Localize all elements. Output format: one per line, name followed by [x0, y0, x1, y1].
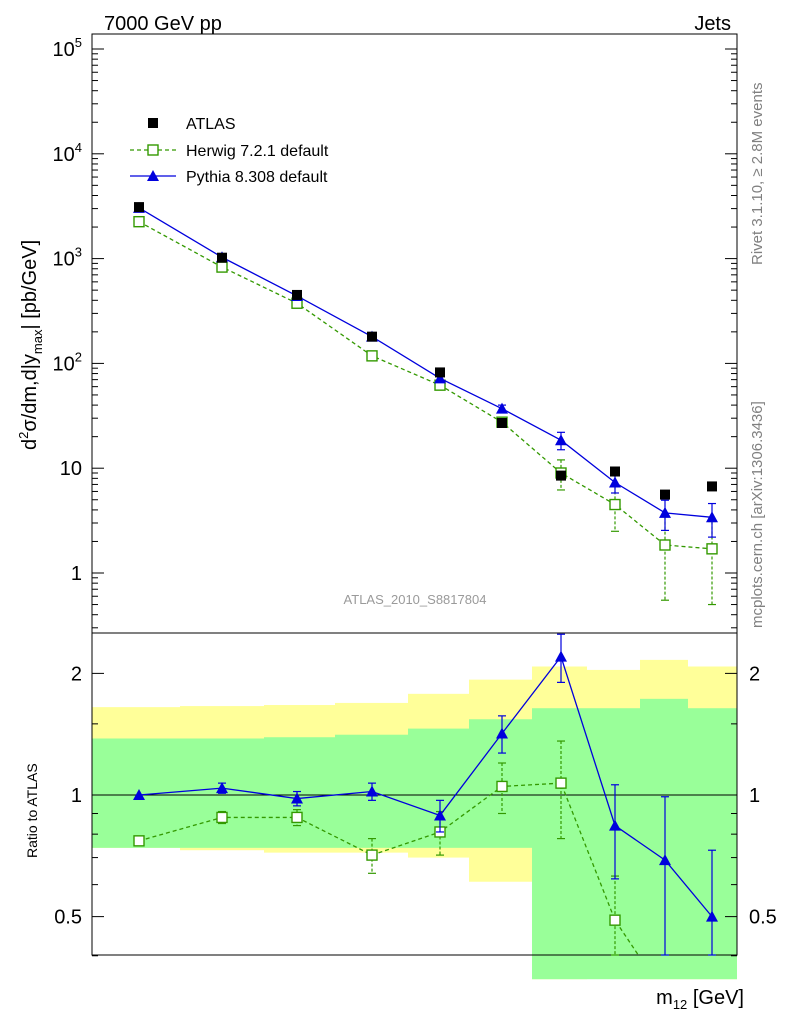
- y-tick-label: 102: [53, 349, 82, 375]
- pythia-point: [659, 854, 671, 866]
- pythia-point: [706, 511, 718, 523]
- pythia-point: [496, 402, 508, 414]
- ratio-y-tick-label: 0.5: [54, 907, 82, 929]
- uncertainty-band-inner: [264, 737, 335, 848]
- herwig-point: [133, 835, 145, 847]
- ratio-y-tick-label-right: 2: [749, 663, 760, 685]
- legend-label-atlas: ATLAS: [186, 116, 236, 133]
- atlas-point: [217, 252, 227, 263]
- y-tick-label: 103: [53, 245, 82, 271]
- pythia-point: [555, 650, 567, 662]
- ratio-plot-panel: 0.5 0.5 1 1 2 2: [54, 632, 777, 980]
- ratio-y-tick-label: 2: [71, 663, 82, 685]
- pythia-line: [138, 655, 713, 918]
- atlas-point: [556, 470, 566, 481]
- pythia-point: [706, 910, 718, 922]
- collision-label: 7000 GeV pp: [104, 13, 222, 35]
- uncertainty-band-inner: [587, 708, 640, 980]
- pythia-point: [609, 819, 621, 831]
- legend-entry-herwig: Herwig 7.2.1 default: [130, 143, 329, 160]
- legend-label-herwig: Herwig 7.2.1 default: [186, 143, 329, 160]
- x-axis-label: m12 [GeV]: [656, 987, 744, 1012]
- herwig-point: [496, 780, 508, 793]
- y-tick-label: 1: [71, 563, 82, 585]
- uncertainty-band-inner: [532, 708, 587, 980]
- pythia-point: [133, 789, 145, 800]
- atlas-point: [707, 481, 717, 492]
- process-label: Jets: [694, 13, 731, 35]
- legend: ATLAS Herwig 7.2.1 default Pythia 8.308 …: [130, 116, 329, 186]
- atlas-point: [435, 367, 445, 378]
- ratio-frame: [91, 632, 738, 956]
- herwig-point: [609, 914, 621, 926]
- atlas-point: [367, 331, 377, 342]
- herwig-point: [216, 261, 228, 273]
- herwig-legend-marker: [147, 144, 159, 156]
- herwig-point: [291, 811, 303, 824]
- atlas-point: [134, 202, 144, 213]
- pythia-point: [555, 434, 567, 446]
- rivet-version-label: Rivet 3.1.10, ≥ 2.8M events: [749, 83, 766, 266]
- pythia-point: [609, 476, 621, 488]
- pythia-point: [434, 809, 446, 821]
- legend-label-pythia: Pythia 8.308 default: [186, 169, 328, 186]
- y-tick-label: 10: [60, 458, 82, 480]
- herwig-line: [138, 221, 713, 550]
- legend-entry-pythia: Pythia 8.308 default: [130, 169, 328, 186]
- herwig-point: [659, 539, 671, 551]
- ratio-y-tick-label: 1: [71, 785, 82, 807]
- legend-entry-atlas: ATLAS: [148, 116, 236, 133]
- pythia-point: [366, 785, 378, 797]
- pythia-point: [216, 782, 228, 794]
- pythia-line: [138, 207, 713, 518]
- main-y-axis-label: d2σ/dm,d|ymax| [pb/GeV]: [16, 240, 45, 450]
- herwig-point: [555, 777, 567, 789]
- y-tick-label: 105: [53, 35, 82, 61]
- pythia-legend-marker: [147, 170, 159, 181]
- pythia-point: [291, 792, 303, 804]
- herwig-point: [133, 215, 145, 228]
- y-tick-label: 104: [53, 140, 82, 166]
- ratio-y-axis-label: Ratio to ATLAS: [24, 763, 40, 858]
- atlas-point: [497, 417, 507, 428]
- herwig-point: [366, 849, 378, 861]
- pythia-point: [496, 727, 508, 739]
- source-label: mcplots.cern.ch [arXiv:1306.3436]: [749, 401, 766, 628]
- pythia-point: [434, 372, 446, 384]
- ratio-y-tick-label-right: 1: [749, 785, 760, 807]
- atlas-point: [610, 466, 620, 477]
- atlas-marker: [148, 118, 158, 128]
- ratio-y-tick-label-right: 0.5: [749, 907, 777, 929]
- herwig-point: [366, 350, 378, 362]
- herwig-point: [216, 811, 228, 824]
- uncertainty-band-inner: [640, 698, 688, 980]
- analysis-label: ATLAS_2010_S8817804: [344, 592, 487, 607]
- atlas-point: [660, 489, 670, 500]
- atlas-point: [292, 289, 302, 300]
- pythia-point: [659, 506, 671, 518]
- herwig-point: [609, 498, 621, 511]
- herwig-point: [706, 543, 718, 555]
